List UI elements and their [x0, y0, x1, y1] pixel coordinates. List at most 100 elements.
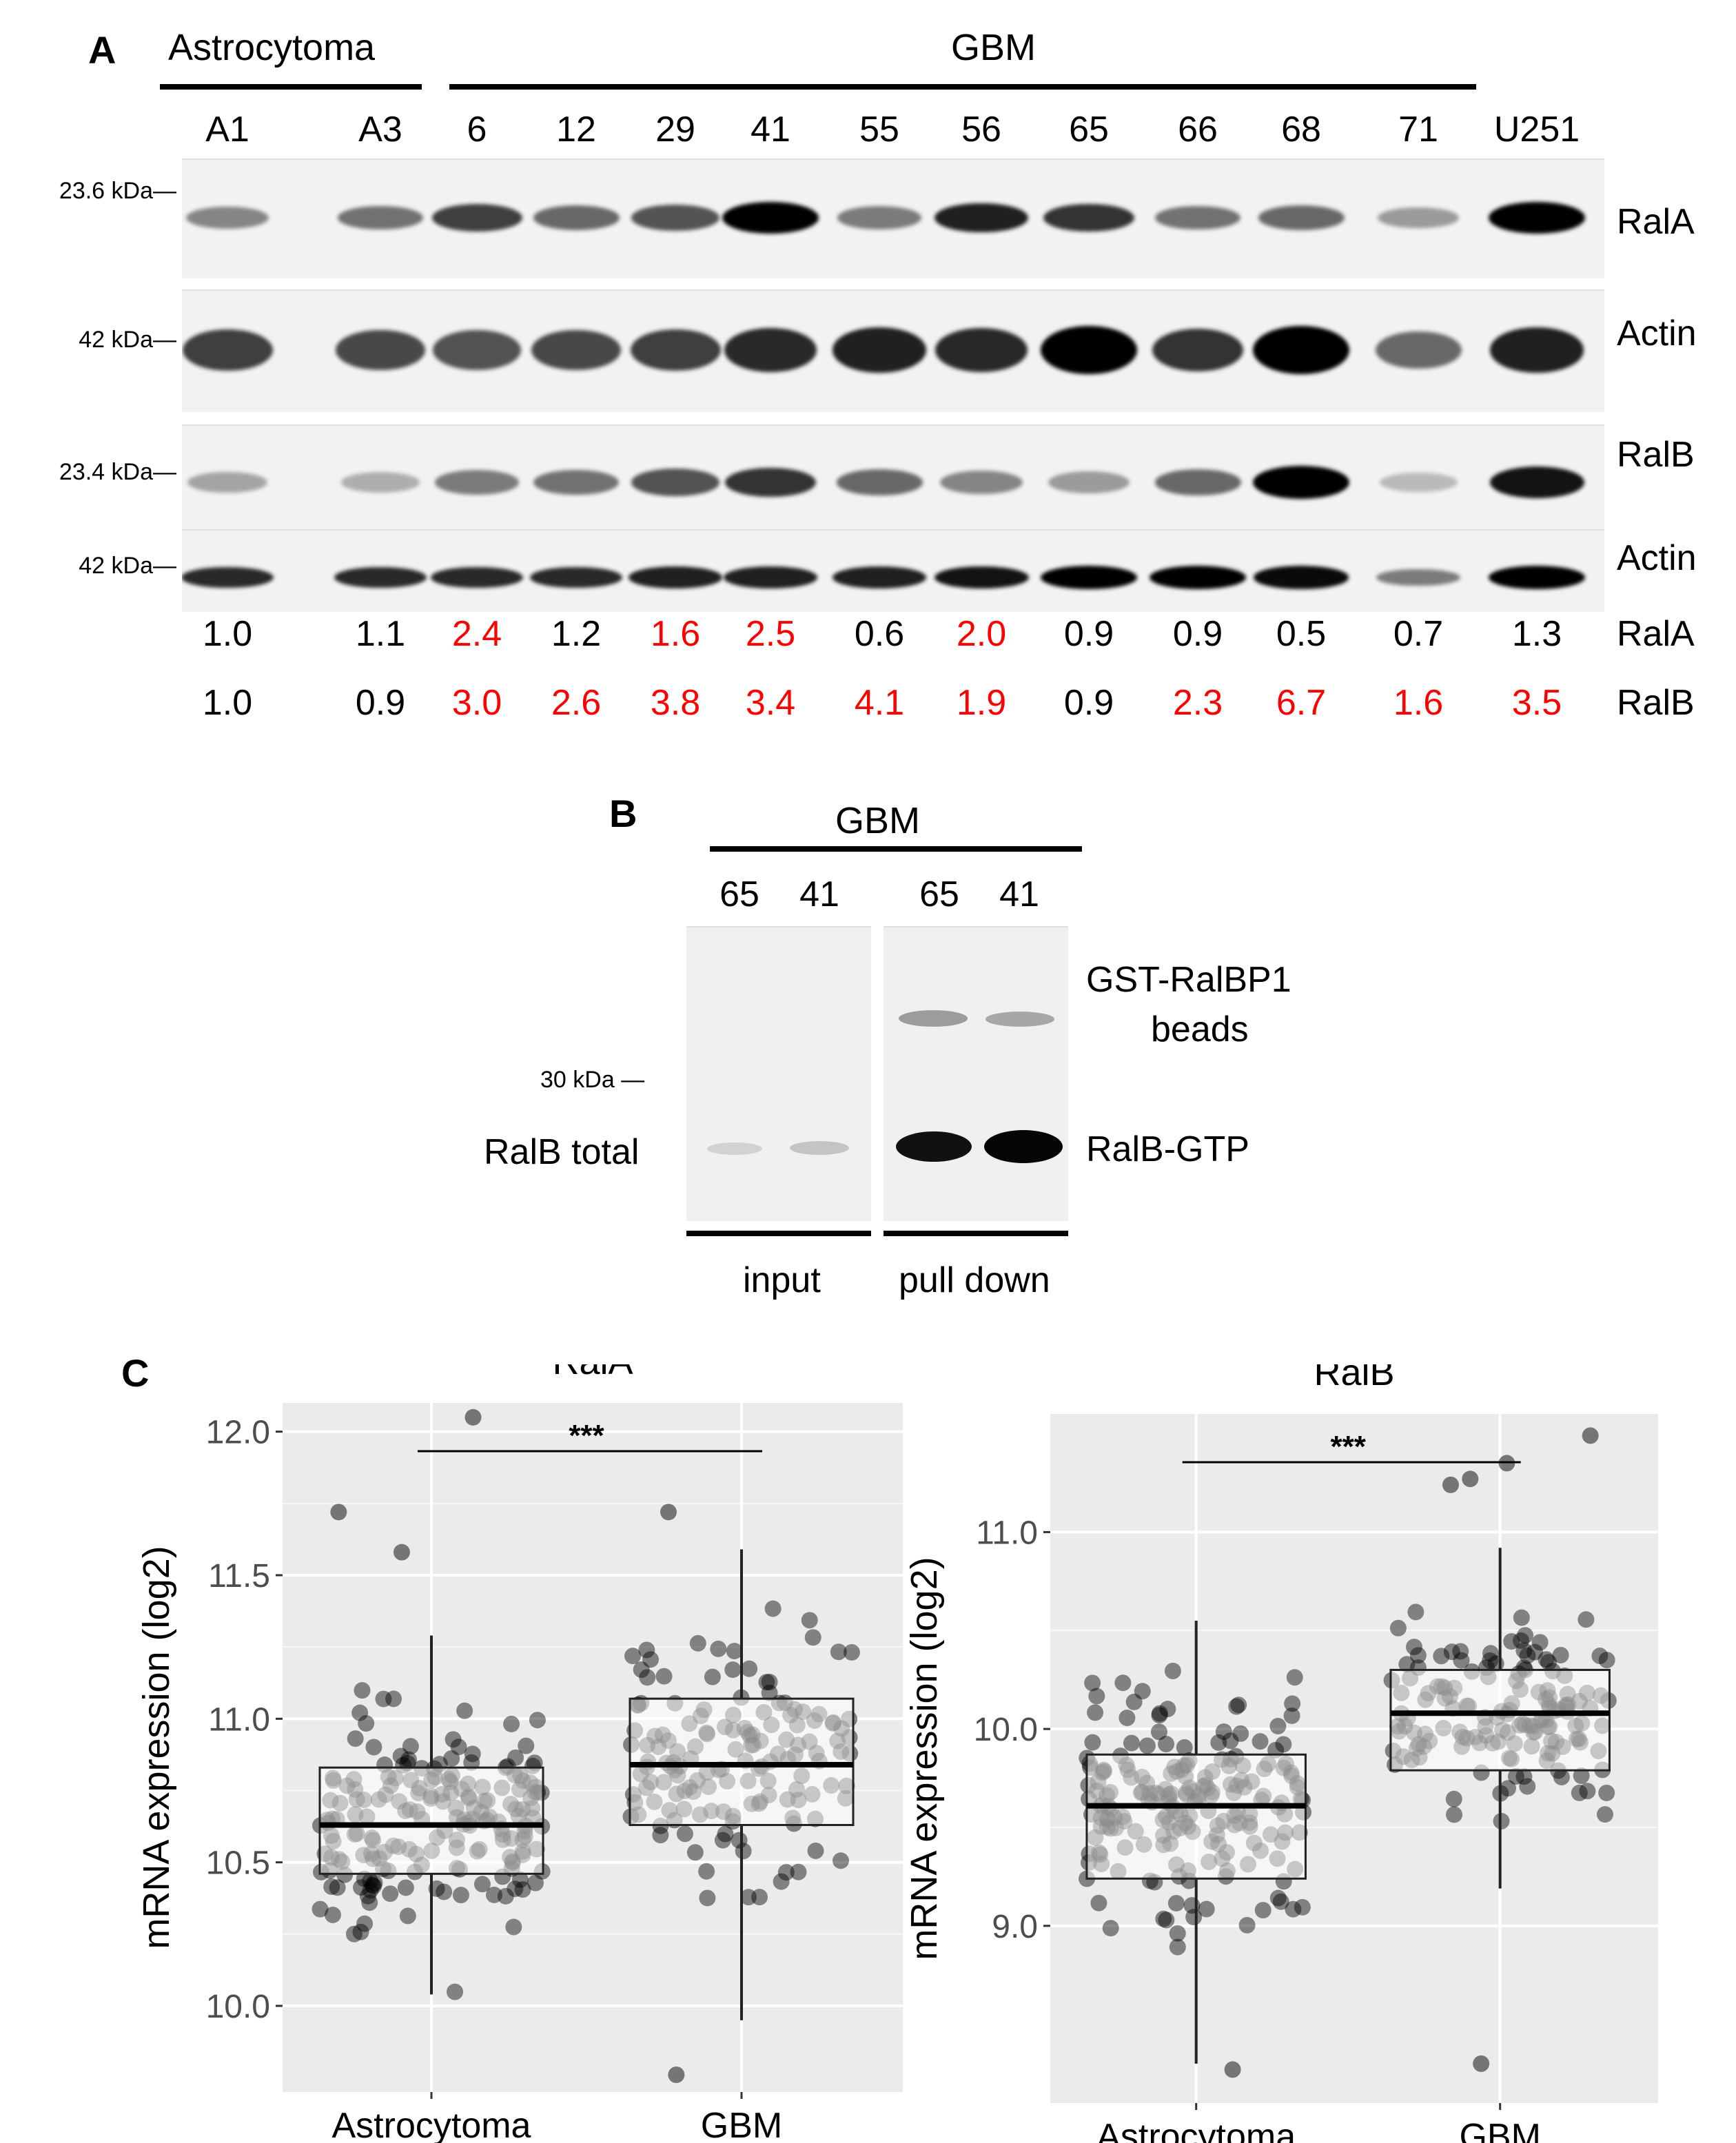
lane-label: 12 — [556, 110, 596, 150]
data-point — [1517, 1627, 1534, 1644]
data-point — [686, 1844, 704, 1861]
data-point — [1215, 1723, 1232, 1741]
data-point — [1176, 1739, 1193, 1756]
data-point — [1453, 1652, 1470, 1669]
data-point — [365, 1877, 382, 1894]
data-point — [464, 1745, 481, 1763]
data-point — [505, 1918, 522, 1936]
blot-band — [187, 471, 267, 493]
data-point — [1272, 1893, 1289, 1910]
data-point — [1573, 1767, 1590, 1785]
blot-band — [935, 328, 1028, 372]
blot-protein-label: Actin — [1617, 314, 1697, 353]
data-point — [1553, 1768, 1570, 1785]
blot-band — [1253, 326, 1349, 374]
quant-value: 2.3 — [1172, 683, 1223, 723]
data-point — [1087, 1704, 1104, 1721]
data-point — [1552, 1646, 1569, 1663]
lane-label: 65 — [1069, 110, 1109, 150]
y-axis-label: mRNA expression (log2) — [136, 1546, 177, 1949]
lane-label: 71 — [1398, 110, 1438, 150]
data-point — [1125, 1693, 1143, 1710]
data-point — [633, 1661, 650, 1679]
outlier-point — [1582, 1427, 1599, 1444]
x-tick-label: GBM — [1459, 2117, 1540, 2143]
data-point — [801, 1612, 818, 1629]
data-point — [1088, 1688, 1105, 1705]
quant-value: 0.5 — [1276, 614, 1327, 654]
data-point — [1503, 1633, 1520, 1650]
data-point — [1285, 1900, 1302, 1918]
box-iqr — [629, 1697, 855, 1826]
data-point — [655, 1668, 673, 1685]
data-point — [1185, 1909, 1203, 1926]
blot-band — [1048, 471, 1130, 493]
blot-band — [182, 566, 274, 588]
blot-band — [1150, 566, 1246, 589]
data-point — [354, 1682, 371, 1699]
blot-band — [724, 467, 817, 498]
lane-label: 66 — [1178, 110, 1218, 150]
blot-b-input — [686, 926, 871, 1221]
data-point — [830, 1643, 847, 1661]
data-point — [751, 1889, 768, 1906]
box-iqr — [318, 1766, 544, 1875]
data-point — [1389, 1619, 1407, 1637]
data-point — [436, 1883, 453, 1900]
blot-protein-label: Actin — [1617, 538, 1697, 578]
quant-row-label: RalB — [1617, 683, 1695, 723]
blot-band — [836, 469, 923, 495]
data-point — [1571, 1784, 1588, 1801]
blot-band — [837, 206, 921, 229]
data-point — [1150, 1723, 1167, 1741]
data-point — [362, 1882, 379, 1899]
quant-value: 3.5 — [1511, 683, 1562, 723]
data-point — [1138, 1737, 1156, 1754]
data-point — [758, 1674, 775, 1691]
data-point — [1164, 1662, 1181, 1679]
data-point — [1433, 1648, 1450, 1665]
data-point — [1269, 1717, 1287, 1734]
lane-label: 29 — [655, 110, 695, 150]
data-point — [699, 1889, 716, 1907]
blot-band — [939, 471, 1023, 494]
input-bracket — [686, 1231, 871, 1236]
data-point — [804, 1629, 821, 1646]
band-b-bead-1 — [899, 1010, 968, 1027]
lane-label: A3 — [358, 110, 402, 150]
data-point — [1284, 1695, 1301, 1712]
gbm-header-b: GBM — [835, 800, 921, 841]
data-point — [717, 1825, 734, 1843]
blot-b-pulldown — [884, 926, 1068, 1221]
data-point — [1405, 1639, 1422, 1656]
quant-value: 0.9 — [1063, 683, 1114, 723]
data-point — [351, 1704, 369, 1721]
y-tick-label: 11.0 — [208, 1701, 270, 1738]
y-tick-label: 11.0 — [976, 1515, 1038, 1551]
data-point — [698, 1863, 715, 1880]
blot-band — [833, 566, 926, 588]
data-point — [1114, 1674, 1132, 1692]
blot-band — [1379, 472, 1458, 493]
blot-band — [1489, 202, 1585, 234]
quant-value: 2.5 — [745, 614, 796, 654]
blot-band — [629, 566, 722, 588]
data-point — [366, 1874, 383, 1891]
box-iqr — [1085, 1753, 1307, 1880]
astrocytoma-header: Astrocytoma — [168, 27, 376, 68]
y-tick-label: 10.0 — [974, 1712, 1038, 1748]
blot-band — [1490, 327, 1584, 373]
panel-a-letter: A — [88, 28, 116, 72]
quant-value: 1.9 — [956, 683, 1007, 723]
data-point — [323, 1878, 340, 1896]
outlier-point — [1473, 2055, 1490, 2072]
gbm-header: GBM — [951, 27, 1037, 68]
data-point — [375, 1690, 392, 1708]
data-point — [358, 1715, 375, 1732]
blot-band — [435, 470, 519, 495]
data-point — [740, 1889, 757, 1906]
quant-value: 0.9 — [1172, 614, 1223, 654]
data-point — [1084, 1674, 1101, 1692]
lane-label-b2: 41 — [799, 874, 839, 914]
blot-band — [431, 204, 522, 232]
